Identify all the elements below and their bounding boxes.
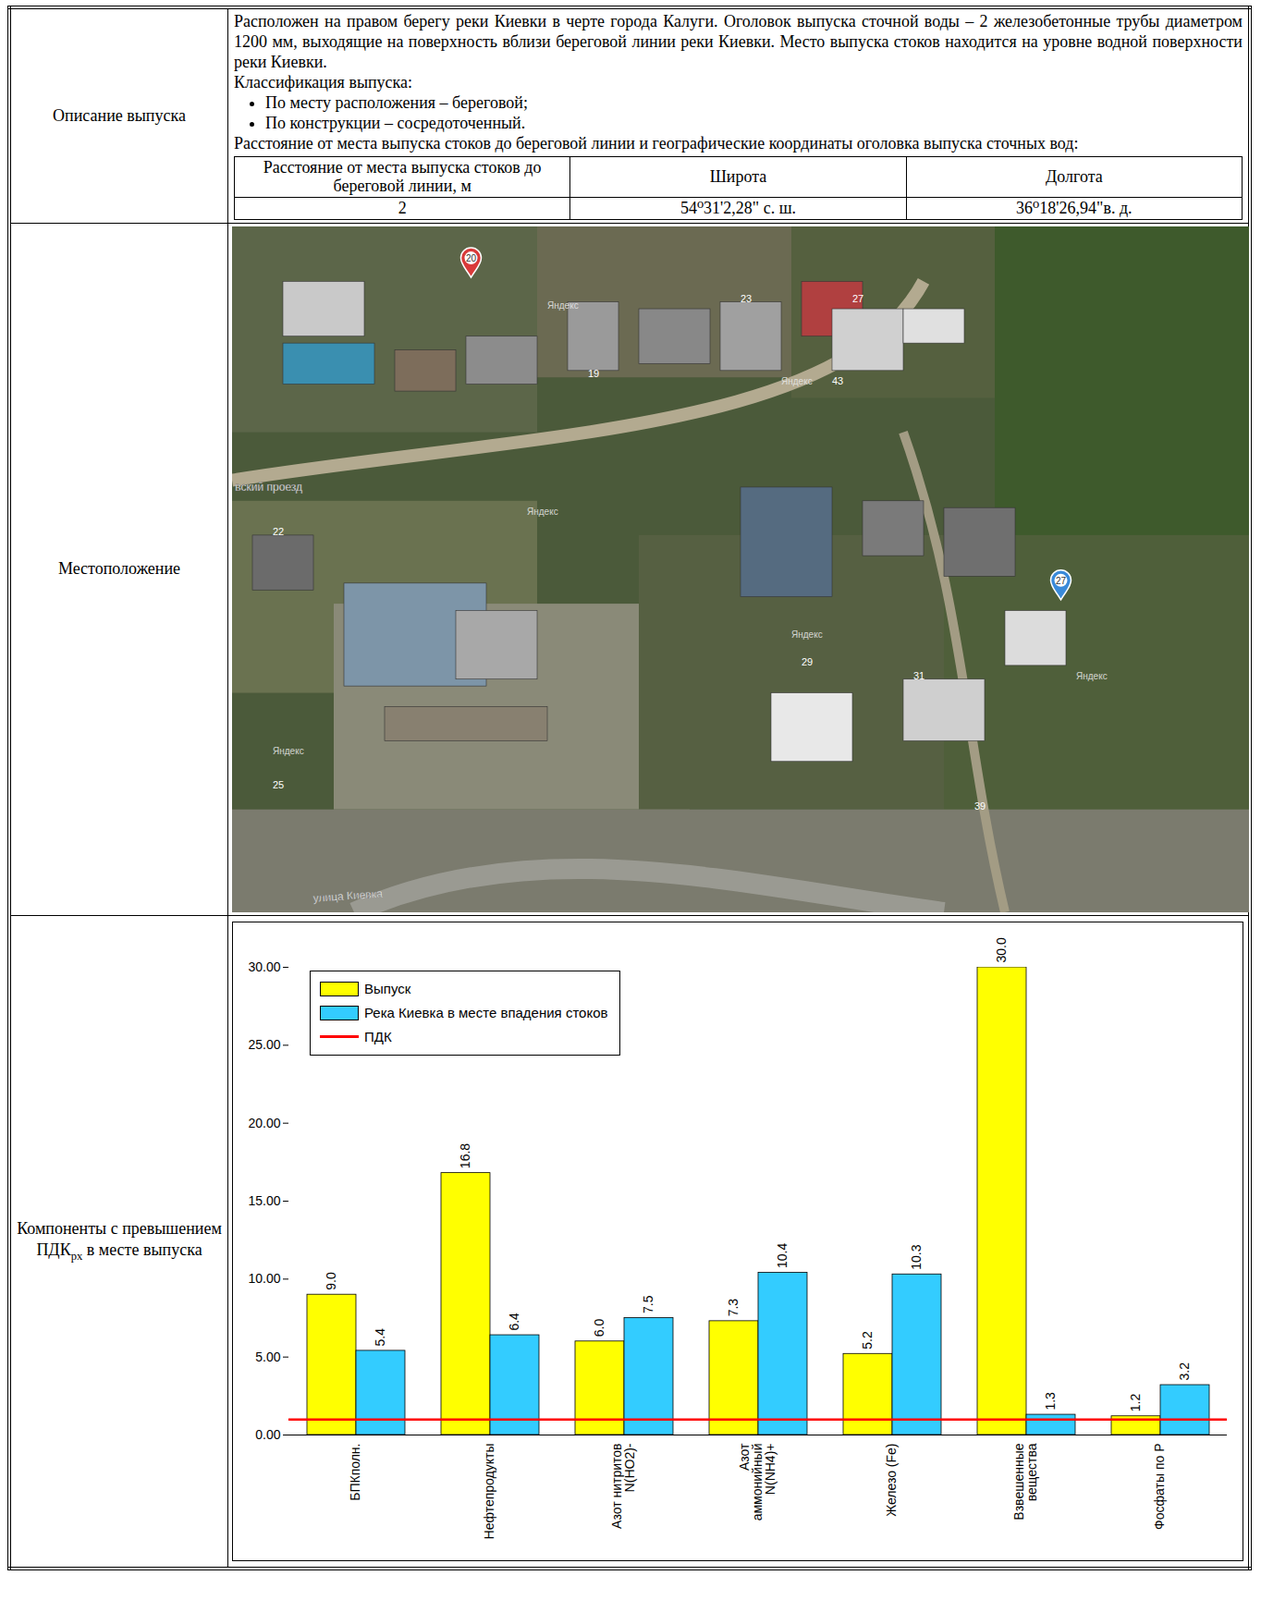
html-text:2: 2 — [398, 198, 407, 218]
svg-text:31: 31 — [913, 669, 925, 681]
html-text:Расстояние от места выпуска ст: Расстояние от места выпуска стоков до бе… — [263, 157, 542, 196]
svg-text:10.00: 10.00 — [247, 1271, 281, 1286]
svg-text:Взвешенныевещества: Взвешенныевещества — [1011, 1443, 1040, 1520]
html-text:Широта: Широта — [709, 167, 767, 186]
svg-text:БПКполн.: БПКполн. — [347, 1443, 363, 1501]
html-text:54⁰31'2,28" с. ш.: 54⁰31'2,28" с. ш. — [680, 198, 797, 218]
html-text:Описание выпуска: Описание выпуска — [52, 106, 186, 125]
svg-text:Яндекс: Яндекс — [272, 746, 305, 757]
svg-text:Яндекс: Яндекс — [526, 505, 559, 516]
svg-text:25: 25 — [272, 779, 284, 791]
svg-text:20.00: 20.00 — [247, 1114, 281, 1130]
html-text:36⁰18'26,94"в. д.: 36⁰18'26,94"в. д. — [1016, 198, 1133, 218]
svg-text:29: 29 — [801, 656, 813, 668]
svg-text:39: 39 — [974, 799, 986, 811]
svg-text:25.00: 25.00 — [247, 1037, 281, 1053]
svg-text:Нефтепродукты: Нефтепродукты — [481, 1443, 497, 1540]
svg-text:27: 27 — [1055, 575, 1067, 587]
svg-text:1.2: 1.2 — [1127, 1393, 1143, 1412]
html-text:По конструкции – сосредоточенн: По конструкции – сосредоточенный. — [265, 113, 526, 133]
html-text:Долгота: Долгота — [1045, 167, 1103, 186]
svg-text:улица Киевка: улица Киевка — [312, 886, 383, 905]
html-text:Расположен на правом берегу ре: Расположен на правом берегу реки Киевки … — [233, 12, 1243, 72]
svg-text:7.5: 7.5 — [640, 1295, 656, 1314]
html-text:По месту расположения – берего: По месту расположения – береговой; — [265, 93, 528, 112]
svg-text:5.4: 5.4 — [372, 1327, 388, 1347]
svg-text:27: 27 — [852, 292, 864, 304]
html-text:Расстояние от места выпуска ст: Расстояние от места выпуска стоков до бе… — [233, 133, 1079, 153]
svg-text:Железо (Fe): Железо (Fe) — [883, 1443, 899, 1517]
svg-text:7.3: 7.3 — [725, 1297, 741, 1317]
html-text:Компоненты с превышением ПДКрх: Компоненты с превышением ПДКрхв месте вы… — [16, 1219, 222, 1263]
svg-text:0.00: 0.00 — [255, 1427, 281, 1443]
svg-text:6.0: 6.0 — [591, 1318, 607, 1337]
svg-text:19: 19 — [587, 367, 600, 380]
html-text:Местоположение: Местоположение — [58, 559, 181, 579]
svg-text:Азот нитритовN(HO2)-: Азот нитритовN(HO2)- — [609, 1443, 637, 1530]
svg-text:вский проезд: вский проезд — [234, 479, 303, 493]
svg-text:Яндекс: Яндекс — [791, 629, 823, 640]
svg-text:9.0: 9.0 — [323, 1272, 339, 1291]
svg-text:10.4: 10.4 — [774, 1242, 790, 1268]
html-text:Река Киевка в месте впадения с: Река Киевка в месте впадения стоков — [364, 1005, 608, 1021]
svg-text:Яндекс: Яндекс — [1076, 670, 1108, 681]
svg-text:АзотаммонийныйN(NH4)+: АзотаммонийныйN(NH4)+ — [736, 1443, 778, 1521]
svg-text:43: 43 — [832, 374, 844, 386]
svg-text:15.00: 15.00 — [247, 1193, 281, 1209]
svg-text:23: 23 — [740, 292, 752, 304]
svg-text:3.2: 3.2 — [1176, 1362, 1192, 1382]
svg-text:10.3: 10.3 — [908, 1244, 924, 1270]
svg-text:5.2: 5.2 — [859, 1331, 875, 1350]
svg-text:22: 22 — [272, 526, 284, 538]
svg-text:1.3: 1.3 — [1042, 1392, 1058, 1411]
svg-text:16.8: 16.8 — [457, 1142, 473, 1168]
svg-text:Фосфаты по Р: Фосфаты по Р — [1151, 1443, 1167, 1530]
svg-text:Яндекс: Яндекс — [781, 375, 813, 386]
svg-text:5.00: 5.00 — [255, 1348, 281, 1364]
svg-text:20: 20 — [465, 253, 478, 264]
html-text:ПДК: ПДК — [364, 1029, 392, 1045]
html-text:Выпуск: Выпуск — [364, 981, 411, 997]
svg-text:30.0: 30.0 — [993, 937, 1009, 963]
svg-text:6.4: 6.4 — [506, 1312, 522, 1332]
svg-text:30.00: 30.00 — [247, 959, 281, 975]
html-text:Классификация выпуска:: Классификация выпуска: — [233, 72, 413, 92]
svg-text:Яндекс: Яндекс — [547, 300, 579, 311]
